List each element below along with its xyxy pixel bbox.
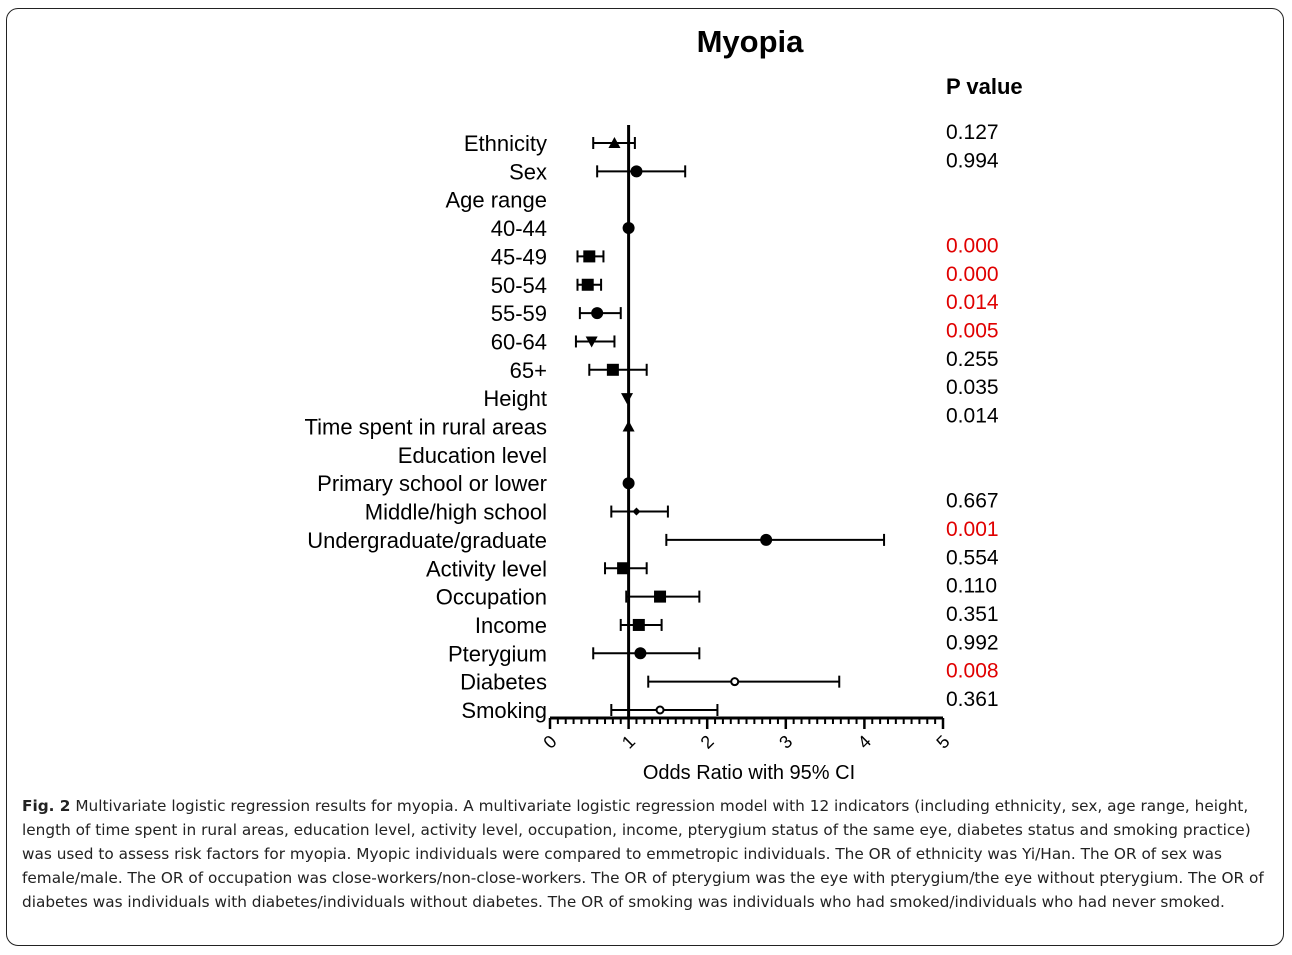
row-label: 40-44 <box>491 216 547 241</box>
x-axis: 0 1 2 3 4 5 <box>539 716 954 753</box>
forest-row: Pterygium 0.992 <box>448 631 999 666</box>
or-marker-small-circle <box>730 677 740 687</box>
p-value: 0.035 <box>946 376 999 399</box>
forest-plot: Myopia P value Ethnicity 0.127 Sex 0.994 Age… <box>304 24 1023 784</box>
p-value: 0.351 <box>946 603 999 626</box>
row-label: 65+ <box>510 358 547 383</box>
forest-row: 60-64 0.005 <box>491 319 999 354</box>
or-marker-triangle <box>622 420 635 432</box>
p-value: 0.992 <box>946 631 999 654</box>
forest-row: Income 0.351 <box>475 603 999 638</box>
forest-row: Sex 0.994 <box>509 149 999 184</box>
figure-frame <box>6 8 1284 946</box>
x-tick-label: 1 <box>618 731 639 752</box>
p-value: 0.255 <box>946 348 999 371</box>
x-tick-label: 0 <box>539 731 560 752</box>
forest-row: Education level <box>398 443 547 468</box>
row-label: Education level <box>398 443 547 468</box>
row-label: Ethnicity <box>464 131 547 156</box>
forest-row: 50-54 0.000 <box>491 263 999 298</box>
p-value: 0.014 <box>946 291 999 314</box>
row-label: Pterygium <box>448 641 547 666</box>
row-label: Sex <box>509 159 547 184</box>
row-label: Time spent in rural areas <box>304 415 547 440</box>
or-marker-square <box>632 618 645 631</box>
forest-row: Age range <box>445 188 547 213</box>
figure-label: Fig. 2 <box>22 797 71 815</box>
p-value: 0.008 <box>946 660 999 683</box>
forest-row: 65+ 0.255 <box>510 348 999 383</box>
or-marker-circle <box>630 165 643 178</box>
forest-row: Middle/high school 0.667 <box>365 490 999 525</box>
or-marker-square <box>617 562 630 575</box>
or-marker-triangle-down <box>621 393 634 405</box>
forest-row: Primary school or lower <box>317 471 635 496</box>
forest-row: Activity level 0.554 <box>426 546 999 581</box>
or-marker-square <box>654 590 667 603</box>
p-value: 0.667 <box>946 490 999 513</box>
or-marker-square <box>581 278 594 291</box>
x-axis-label: Odds Ratio with 95% CI <box>643 762 855 784</box>
p-value: 0.014 <box>946 405 999 428</box>
row-label: Diabetes <box>460 670 547 695</box>
row-label: Middle/high school <box>365 500 547 525</box>
forest-row: 45-49 0.000 <box>491 234 999 269</box>
p-value: 0.005 <box>946 319 999 342</box>
x-tick-label: 4 <box>854 731 875 752</box>
forest-row: Time spent in rural areas 0.014 <box>304 405 998 440</box>
row-label: Primary school or lower <box>317 471 547 496</box>
p-value: 0.000 <box>946 234 999 257</box>
p-value: 0.000 <box>946 263 999 286</box>
or-marker-small-circle <box>655 705 665 715</box>
p-value: 0.554 <box>946 546 999 569</box>
x-tick-label: 3 <box>775 731 796 752</box>
or-marker-diamond <box>632 507 641 516</box>
x-tick-label: 2 <box>697 731 718 752</box>
row-label: Occupation <box>436 585 547 610</box>
row-label: Age range <box>445 188 547 213</box>
forest-row: 40-44 <box>491 216 635 241</box>
or-marker-circle <box>622 477 635 490</box>
or-marker-circle <box>591 307 604 320</box>
row-label: 55-59 <box>491 301 547 326</box>
p-value: 0.994 <box>946 149 999 172</box>
p-value: 0.361 <box>946 688 999 711</box>
p-value: 0.001 <box>946 518 999 541</box>
chart-title: Myopia <box>697 24 805 59</box>
forest-row: Ethnicity 0.127 <box>464 121 999 156</box>
forest-row: Undergraduate/graduate 0.001 <box>307 518 998 553</box>
p-value: 0.127 <box>946 121 999 144</box>
row-label: Undergraduate/graduate <box>307 528 547 553</box>
row-label: Income <box>475 613 547 638</box>
or-marker-triangle <box>608 137 621 148</box>
forest-row: 55-59 0.014 <box>491 291 999 326</box>
row-label: Smoking <box>461 698 547 723</box>
figure-caption-text: Multivariate logistic regression results… <box>22 797 1264 911</box>
row-label: 50-54 <box>491 273 547 298</box>
row-label: 60-64 <box>491 329 547 354</box>
forest-row: Height 0.035 <box>483 376 998 411</box>
forest-row: Smoking 0.361 <box>461 688 998 723</box>
or-marker-circle <box>634 647 647 660</box>
or-marker-triangle-down <box>585 336 598 348</box>
or-marker-square <box>606 363 619 376</box>
row-label: Height <box>483 386 547 411</box>
or-marker-circle <box>760 533 773 546</box>
row-label: 45-49 <box>491 244 547 269</box>
or-marker-square <box>583 250 596 263</box>
forest-row: Occupation 0.110 <box>436 575 997 610</box>
pvalue-header: P value <box>946 74 1023 99</box>
x-tick-label: 5 <box>932 731 953 752</box>
p-value: 0.110 <box>946 575 997 598</box>
or-marker-circle <box>622 222 635 235</box>
figure-caption: Fig. 2 Multivariate logistic regression … <box>22 794 1272 914</box>
row-label: Activity level <box>426 556 547 581</box>
forest-row: Diabetes 0.008 <box>460 660 998 695</box>
